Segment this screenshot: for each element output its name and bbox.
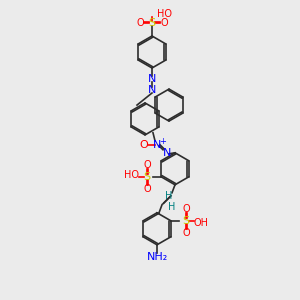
Text: O: O: [160, 17, 168, 28]
Text: N: N: [148, 74, 156, 84]
Text: N: N: [153, 140, 161, 150]
Text: H: H: [168, 202, 176, 212]
Text: +: +: [160, 137, 167, 146]
Text: -: -: [142, 136, 146, 145]
Text: O: O: [182, 204, 190, 214]
Text: O: O: [182, 228, 190, 238]
Text: HO: HO: [157, 9, 172, 19]
Text: O: O: [143, 184, 151, 194]
Text: NH₂: NH₂: [147, 252, 169, 262]
Text: S: S: [148, 18, 156, 28]
Text: H: H: [165, 191, 173, 201]
Text: S: S: [182, 216, 189, 226]
Text: HO: HO: [124, 170, 139, 180]
Text: O: O: [143, 160, 151, 170]
Text: O: O: [136, 17, 144, 28]
Text: N: N: [163, 148, 171, 158]
Text: N: N: [148, 85, 156, 95]
Text: O: O: [140, 140, 148, 150]
Text: S: S: [144, 172, 151, 182]
Text: OH: OH: [194, 218, 208, 228]
